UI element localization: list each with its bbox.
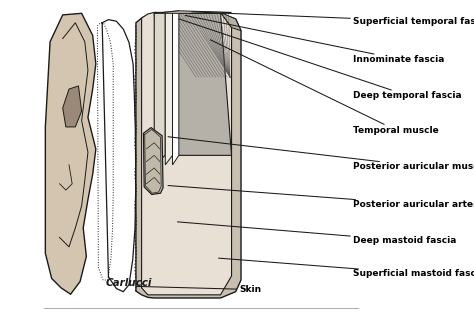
Polygon shape xyxy=(46,13,96,294)
Text: Posterior auricular artery: Posterior auricular artery xyxy=(168,185,474,209)
Text: Innominate fascia: Innominate fascia xyxy=(185,16,445,64)
Polygon shape xyxy=(165,11,173,165)
Text: Deep temporal fascia: Deep temporal fascia xyxy=(179,19,462,100)
Polygon shape xyxy=(154,11,232,13)
Text: Temporal muscle: Temporal muscle xyxy=(210,40,439,135)
Polygon shape xyxy=(142,12,232,295)
Text: Posterior auricular muscle: Posterior auricular muscle xyxy=(168,137,474,171)
Text: Carlucci: Carlucci xyxy=(105,278,152,288)
Polygon shape xyxy=(173,11,179,165)
Polygon shape xyxy=(220,12,241,31)
Polygon shape xyxy=(144,127,163,195)
Text: Skin: Skin xyxy=(137,285,262,294)
Polygon shape xyxy=(154,13,232,155)
Polygon shape xyxy=(98,20,136,292)
Text: Deep mastoid fascia: Deep mastoid fascia xyxy=(177,222,456,245)
Text: Superficial temporal fascia: Superficial temporal fascia xyxy=(191,12,474,26)
Polygon shape xyxy=(63,86,82,127)
Polygon shape xyxy=(136,13,241,298)
Text: Superficial mastoid fascia: Superficial mastoid fascia xyxy=(219,258,474,278)
Polygon shape xyxy=(154,12,165,165)
